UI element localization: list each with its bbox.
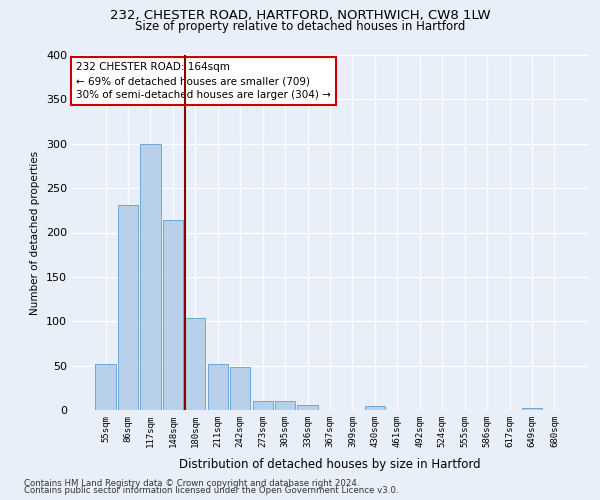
Bar: [522, 408, 542, 410]
Bar: [253, 401, 273, 410]
Bar: [230, 366, 250, 410]
Text: 232, CHESTER ROAD, HARTFORD, NORTHWICH, CW8 1LW: 232, CHESTER ROAD, HARTFORD, NORTHWICH, …: [110, 9, 490, 22]
Bar: [95, 364, 116, 410]
Bar: [163, 220, 183, 410]
Text: 232 CHESTER ROAD: 164sqm
← 69% of detached houses are smaller (709)
30% of semi-: 232 CHESTER ROAD: 164sqm ← 69% of detach…: [76, 62, 331, 100]
Y-axis label: Number of detached properties: Number of detached properties: [31, 150, 40, 314]
Bar: [185, 318, 205, 410]
Bar: [365, 406, 385, 410]
Text: Size of property relative to detached houses in Hartford: Size of property relative to detached ho…: [135, 20, 465, 33]
Bar: [275, 401, 295, 410]
Text: Contains public sector information licensed under the Open Government Licence v3: Contains public sector information licen…: [24, 486, 398, 495]
Bar: [298, 404, 317, 410]
Text: Contains HM Land Registry data © Crown copyright and database right 2024.: Contains HM Land Registry data © Crown c…: [24, 478, 359, 488]
X-axis label: Distribution of detached houses by size in Hartford: Distribution of detached houses by size …: [179, 458, 481, 471]
Bar: [208, 364, 228, 410]
Bar: [118, 205, 138, 410]
Bar: [140, 144, 161, 410]
